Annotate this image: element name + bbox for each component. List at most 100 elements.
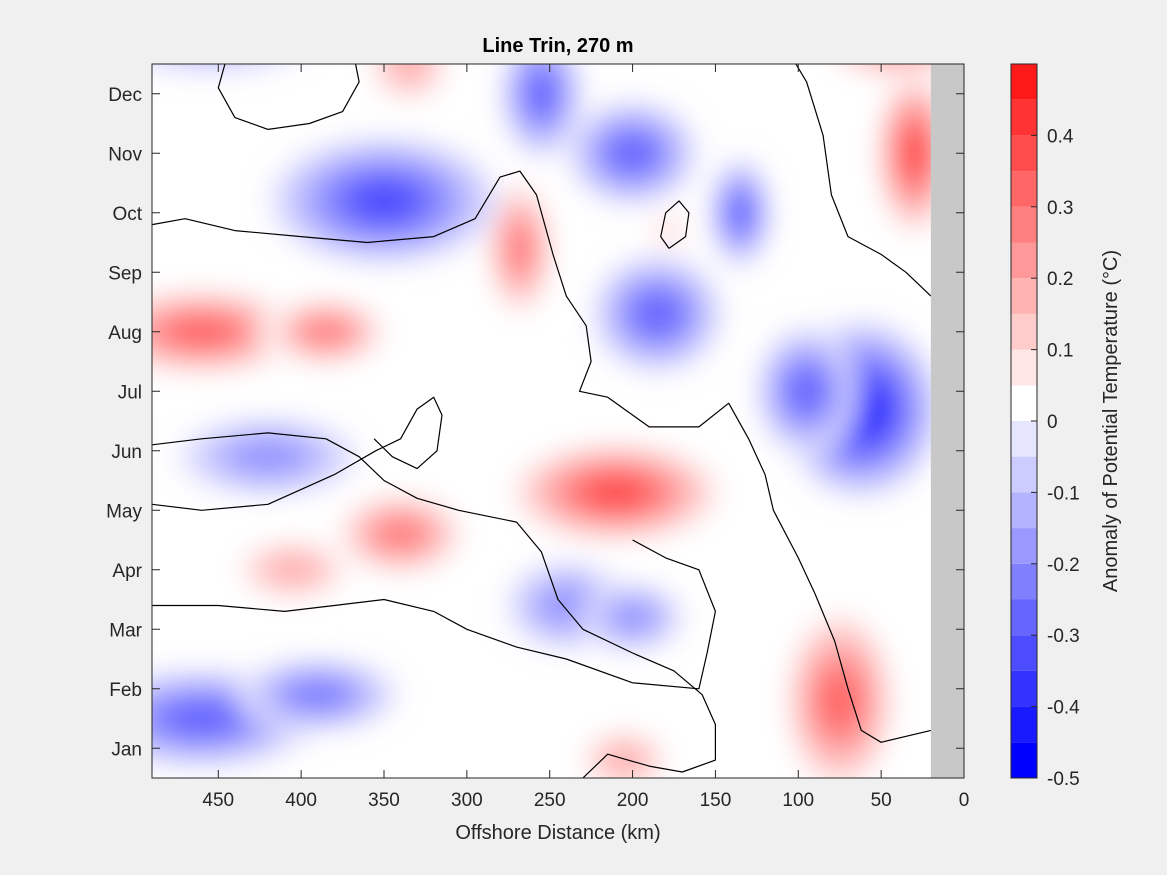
colorbar-segment — [1011, 278, 1037, 314]
warm-anomaly-contour — [305, 318, 347, 345]
colorbar-segment — [1011, 456, 1037, 493]
colorbar-segment — [1011, 563, 1037, 600]
colorbar-tick-label: -0.3 — [1047, 626, 1080, 647]
colorbar-tick-label: -0.4 — [1047, 698, 1080, 719]
cold-anomaly-contour — [636, 295, 678, 333]
y-axis: Jan Feb Mar Apr May Jun Jul Aug Sep Oct Nov Dec — [106, 85, 964, 760]
colorbar-segment — [1011, 670, 1037, 707]
x-tick-label: 50 — [871, 790, 892, 811]
warm-anomaly-contour — [378, 519, 423, 549]
colorbar-segment — [1011, 64, 1037, 100]
x-tick-label: 150 — [700, 790, 732, 811]
y-tick-label: Apr — [112, 561, 142, 582]
warm-anomaly-contour — [822, 675, 858, 726]
no-data-band — [930, 64, 964, 778]
y-tick-label: May — [106, 501, 142, 522]
y-tick-label: Dec — [108, 85, 142, 106]
x-axis-label: Offshore Distance (km) — [455, 822, 660, 844]
colorbar-segment — [1011, 99, 1037, 136]
colorbar-segment — [1011, 313, 1037, 350]
zero-contour-line — [795, 64, 932, 297]
x-tick-label: 350 — [368, 790, 400, 811]
warm-anomaly-contour — [901, 132, 927, 175]
cold-anomaly-contour — [610, 601, 655, 633]
cold-anomaly-contour — [526, 74, 556, 114]
zero-contour-line — [152, 170, 932, 743]
colorbar-segment — [1011, 349, 1037, 386]
y-tick-label: Aug — [108, 323, 142, 344]
warm-anomaly-contour — [265, 554, 320, 586]
colorbar-segment — [1011, 242, 1037, 279]
cold-anomaly-contour — [290, 680, 346, 709]
warm-anomaly-contour — [869, 24, 927, 57]
plot-frame — [151, 63, 965, 779]
x-tick-label: 300 — [451, 790, 483, 811]
plot-area — [151, 14, 965, 779]
colorbar-segment — [1011, 171, 1037, 207]
colorbar-tick-label: -0.1 — [1047, 483, 1080, 504]
cold-anomaly-contour — [160, 14, 261, 55]
zero-contour-line — [152, 432, 717, 778]
colorbar-segment — [1011, 206, 1037, 243]
colorbar-tick-label: 0.3 — [1047, 198, 1073, 219]
colorbar-segment — [1011, 421, 1037, 457]
x-tick-label: 400 — [285, 790, 317, 811]
cold-anomaly-contour — [612, 136, 654, 170]
zero-contours — [152, 64, 932, 778]
colorbar: -0.5 -0.4 -0.3 -0.2 -0.1 0 0.1 0.2 0.3 0.4 — [1010, 63, 1080, 790]
y-tick-label: Jun — [111, 442, 142, 463]
y-tick-label: Jul — [118, 382, 142, 403]
y-tick-label: Sep — [108, 263, 142, 284]
cold-anomaly-contour — [195, 64, 225, 65]
chart-title: Line Trin, 270 m — [482, 35, 633, 57]
y-tick-label: Nov — [108, 144, 142, 165]
x-tick-label: 100 — [782, 790, 814, 811]
warm-anomaly-contour — [841, 64, 954, 79]
colorbar-segment — [1011, 385, 1037, 421]
warm-anomaly-contour — [388, 64, 429, 83]
warm-anomaly-contour — [172, 317, 231, 346]
colorbar-segment — [1011, 599, 1037, 636]
colorbar-segment — [1011, 135, 1037, 172]
cold-anomaly-contour — [232, 439, 304, 474]
colorbar-segment — [1011, 742, 1037, 778]
zero-contour-line — [217, 64, 360, 130]
cold-anomaly-contour — [541, 586, 592, 625]
colorbar-segment — [1011, 528, 1037, 564]
zero-contour-line — [152, 539, 717, 690]
warm-anomaly-contour — [506, 226, 534, 271]
x-tick-label: 200 — [617, 790, 649, 811]
zero-contour-line — [152, 396, 443, 511]
x-tick-label: 450 — [202, 790, 234, 811]
warm-anomaly-contour — [602, 744, 646, 776]
warm-anomaly-contour — [855, 17, 941, 64]
warm-anomaly-contour — [861, 64, 934, 71]
y-tick-label: Feb — [109, 680, 142, 701]
anomaly-field — [152, 14, 964, 778]
y-tick-label: Oct — [112, 204, 142, 225]
x-tick-label: 250 — [534, 790, 566, 811]
cold-anomaly-contour — [789, 371, 824, 411]
colorbar-tick-label: -0.5 — [1047, 769, 1080, 790]
colorbar-tick-label: 0.4 — [1047, 126, 1074, 147]
colorbar-segment — [1011, 706, 1037, 743]
cold-anomaly-contour — [152, 64, 281, 75]
cold-anomaly-contour — [169, 702, 235, 735]
colorbar-tick-label: -0.2 — [1047, 555, 1080, 576]
colorbar-tick-label: 0 — [1047, 412, 1058, 433]
warm-anomaly-contour — [651, 213, 687, 248]
zero-contour-line — [660, 200, 690, 249]
x-tick-label: 0 — [959, 790, 970, 811]
warm-anomaly-contour — [589, 478, 643, 507]
colorbar-tick-label: 0.2 — [1047, 269, 1073, 290]
cold-anomaly-contour — [354, 183, 414, 219]
colorbar-label: Anomaly of Potential Temperature (°C) — [1100, 250, 1122, 592]
colorbar-segment — [1011, 635, 1037, 671]
cold-anomaly-contour — [728, 195, 753, 230]
colorbar-segment — [1011, 492, 1037, 529]
colorbar-tick-label: 0.1 — [1047, 341, 1073, 362]
x-axis: 450 400 350 300 250 200 150 100 50 0 — [202, 64, 969, 811]
y-tick-label: Jan — [111, 739, 142, 760]
y-tick-label: Mar — [109, 620, 142, 641]
